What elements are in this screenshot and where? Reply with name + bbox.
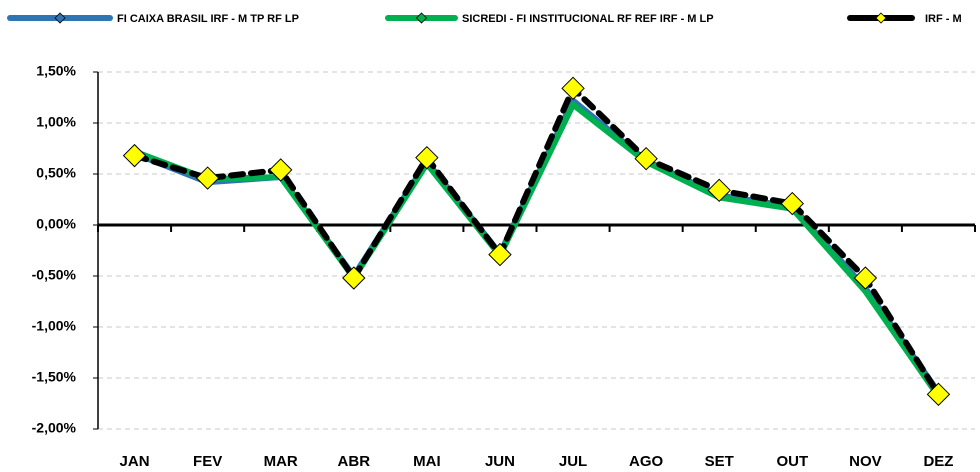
x-tick-label: FEV [193, 453, 222, 470]
legend-marker [415, 12, 428, 24]
legend-label: SICREDI - FI INSTITUCIONAL RF REF IRF - … [462, 13, 714, 25]
data-point [488, 242, 512, 267]
y-tick-label: -2,00% [32, 420, 77, 436]
data-point [561, 76, 585, 101]
data-point [195, 166, 220, 190]
legend-marker [875, 12, 887, 24]
x-tick-label: NOV [849, 453, 882, 470]
y-tick-label: -0,50% [32, 267, 77, 283]
x-tick-label: MAR [264, 453, 298, 470]
y-tick-label: -1,50% [32, 369, 77, 385]
series-line [131, 97, 942, 396]
data-point [853, 266, 878, 290]
series-line [131, 101, 942, 400]
x-tick-label: SET [705, 453, 734, 470]
y-tick-label: 1,00% [36, 114, 76, 130]
x-tick-label: DEZ [923, 453, 953, 470]
y-tick-label: 1,50% [36, 63, 76, 79]
data-point [707, 178, 731, 203]
y-tick-label: 0,00% [36, 216, 76, 232]
x-tick-label: OUT [776, 453, 808, 470]
legend-label: FI CAIXA BRASIL IRF - M TP RF LP [117, 13, 299, 25]
series-line [131, 85, 942, 398]
x-tick-label: AGO [629, 453, 664, 470]
x-tick-label: JAN [120, 453, 150, 470]
x-tick-label: ABR [338, 453, 371, 470]
data-point [926, 382, 951, 407]
x-tick-label: MAI [413, 453, 441, 470]
legend-marker [54, 12, 66, 24]
data-point [269, 158, 293, 182]
data-point [415, 145, 439, 170]
data-point [342, 266, 366, 290]
data-point [780, 191, 804, 216]
x-tick-label: JUL [559, 453, 587, 470]
data-point [122, 143, 147, 168]
x-tick-label: JUN [485, 453, 515, 470]
y-tick-label: -1,00% [32, 318, 77, 334]
y-tick-label: 0,50% [36, 165, 76, 181]
legend-label: IRF - M [925, 13, 962, 25]
data-point [634, 146, 658, 171]
